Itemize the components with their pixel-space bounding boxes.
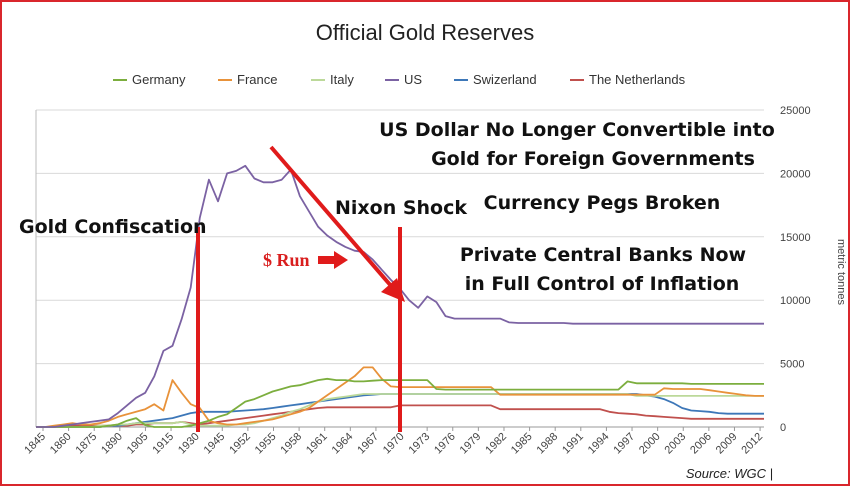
y-axis-label: metric tonnes	[835, 239, 847, 306]
x-tick-label: 1994	[586, 431, 612, 457]
legend-label: Italy	[330, 72, 354, 87]
x-tick-label: 1979	[458, 431, 484, 457]
x-tick-label: 1930	[176, 431, 202, 457]
legend-label: Swizerland	[473, 72, 537, 87]
x-tick-label: 1905	[125, 431, 151, 457]
annotation-dollar-convertible: US Dollar No Longer Convertible into	[379, 119, 775, 141]
x-tick-label: 2012	[739, 431, 765, 457]
annotation-currency-pegs: Currency Pegs Broken	[484, 192, 721, 214]
x-tick-label: 2000	[637, 431, 663, 457]
x-tick-label: 1970	[381, 431, 407, 457]
run-arrow-head	[334, 251, 348, 269]
annotation-nixon-shock: Nixon Shock	[335, 197, 467, 219]
legend-label: US	[404, 72, 422, 87]
x-tick-label: 1890	[99, 431, 125, 457]
x-tick-label: 1985	[509, 431, 535, 457]
y-tick-label: 25000	[780, 105, 811, 117]
x-tick-label: 1988	[535, 431, 561, 457]
x-tick-label: 1945	[202, 431, 228, 457]
x-axis-ticks: 1845 1860 1875 1890 1905 1915 1930 1945 1952 1955…	[22, 427, 765, 456]
run-arrow-shaft	[318, 256, 336, 264]
annotation-private-central-banks: Private Central Banks Now	[460, 244, 746, 266]
source-note: Source: WGC |	[686, 466, 773, 481]
x-tick-label: 1997	[611, 431, 637, 457]
x-tick-label: 1976	[432, 431, 458, 457]
y-axis-ticks: 0 5000 10000 15000 20000 25000	[780, 105, 811, 434]
x-tick-label: 1915	[150, 431, 176, 457]
decline-arrow-shaft	[269, 145, 394, 289]
x-tick-label: 1973	[406, 431, 432, 457]
y-tick-label: 0	[780, 422, 786, 434]
x-tick-label: 1964	[330, 431, 356, 457]
x-tick-label: 1952	[227, 431, 253, 457]
x-tick-label: 1982	[483, 431, 509, 457]
x-tick-label: 1961	[304, 431, 330, 457]
legend-label: France	[237, 72, 277, 87]
x-tick-label: 2006	[688, 431, 714, 457]
x-tick-label: 1958	[278, 431, 304, 457]
legend-label: The Netherlands	[589, 72, 686, 87]
x-tick-label: 1967	[355, 431, 381, 457]
y-tick-label: 10000	[780, 295, 811, 307]
annotation-gold-confiscation: Gold Confiscation	[19, 216, 207, 238]
x-tick-label: 1845	[22, 431, 48, 457]
x-tick-label: 2009	[714, 431, 740, 457]
legend-label: Germany	[132, 72, 186, 87]
chart-title: Official Gold Reserves	[316, 20, 534, 45]
x-tick-label: 1991	[560, 431, 586, 457]
annotation-foreign-governments: Gold for Foreign Governments	[431, 148, 755, 170]
x-tick-label: 1955	[253, 431, 279, 457]
legend: Germany France Italy US Swizerland The Nether…	[113, 72, 686, 87]
y-tick-label: 15000	[780, 232, 811, 244]
annotation-dollar-run: $ Run	[263, 250, 310, 270]
x-tick-label: 2003	[663, 431, 689, 457]
y-tick-label: 5000	[780, 359, 804, 371]
x-tick-label: 1875	[74, 431, 100, 457]
annotations: US Dollar No Longer Convertible into Gol…	[19, 119, 775, 432]
y-tick-label: 20000	[780, 168, 811, 180]
x-tick-label: 1860	[48, 431, 74, 457]
decline-arrow-head	[381, 278, 405, 302]
annotation-inflation-control: in Full Control of Inflation	[465, 273, 740, 295]
